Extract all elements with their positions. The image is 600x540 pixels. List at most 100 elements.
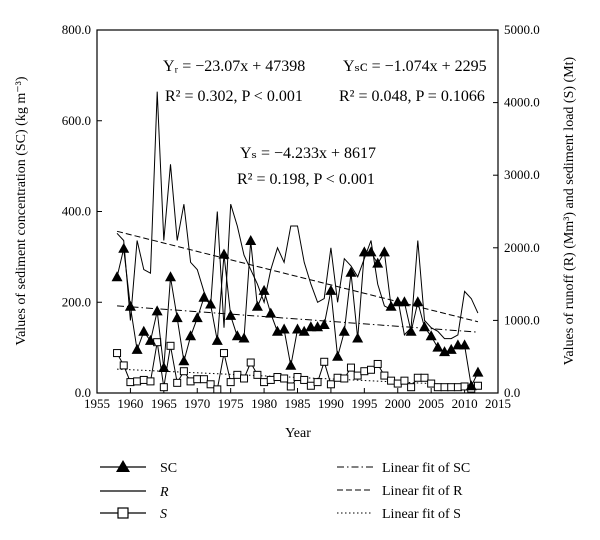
data-point-sc	[131, 343, 143, 354]
data-point-s	[260, 378, 269, 387]
x-tick-label: 1965	[151, 396, 177, 411]
data-point-s	[173, 378, 182, 387]
right-y-axis-title: Values of runoff (R) (Mm³) and sediment …	[562, 56, 577, 365]
legend-marker-s	[117, 507, 129, 519]
data-point-s	[113, 349, 122, 358]
data-point-s	[159, 383, 168, 392]
data-point-sc	[412, 296, 424, 307]
legend-label-fit-r: Linear fit of R	[382, 484, 463, 499]
data-point-s	[253, 370, 262, 379]
x-tick-label: 1960	[117, 396, 143, 411]
data-point-sc	[472, 366, 484, 377]
legend-label-fit-sc: Linear fit of SC	[382, 461, 470, 476]
stats-sc: R² = 0.048, P = 0.1066	[339, 88, 485, 105]
data-point-s	[346, 363, 355, 372]
data-point-sc	[352, 332, 364, 343]
legend: SC R S Linear fit of SC Linear fit of R …	[100, 460, 470, 522]
equation-s: Yₛ = −4.233x + 8617	[240, 145, 376, 162]
data-point-sc	[144, 334, 156, 345]
data-point-s	[447, 383, 456, 392]
data-point-s	[353, 371, 362, 380]
data-point-sc	[345, 266, 357, 277]
data-point-s	[340, 374, 349, 383]
data-point-sc	[265, 307, 277, 318]
stats-r: R² = 0.302, P < 0.001	[165, 88, 303, 105]
data-point-sc	[418, 321, 430, 332]
data-point-sc	[191, 312, 203, 323]
data-point-s	[300, 375, 309, 384]
data-point-sc	[325, 284, 337, 295]
data-point-s	[413, 373, 422, 382]
data-point-sc	[398, 296, 410, 307]
legend-item-fit-s: Linear fit of S	[337, 507, 461, 522]
series-line-r	[116, 91, 479, 340]
data-point-s	[306, 381, 315, 390]
left-y-tick-label: 200.0	[62, 294, 91, 309]
data-point-s	[453, 383, 462, 392]
left-y-axis-title: Values of sediment concentration (SC) (k…	[14, 76, 29, 345]
data-point-s	[286, 382, 295, 391]
data-point-sc	[151, 305, 163, 316]
stats-s: R² = 0.198, P < 0.001	[237, 171, 375, 188]
data-point-sc	[405, 325, 417, 336]
data-point-s	[266, 375, 275, 384]
right-y-tick-label: 1000.0	[504, 312, 540, 327]
data-point-s	[360, 367, 369, 376]
data-point-sc	[205, 298, 217, 309]
data-point-s	[333, 373, 342, 382]
series-r	[116, 91, 479, 340]
data-point-s	[407, 383, 416, 392]
data-point-s	[213, 385, 222, 394]
data-point-s	[240, 374, 249, 383]
data-point-s	[273, 373, 282, 382]
data-point-s	[206, 380, 215, 389]
data-point-sc	[138, 325, 150, 336]
legend-item-sc: SC	[100, 460, 177, 476]
x-tick-label: 1975	[218, 396, 244, 411]
right-y-tick-label: 5000.0	[504, 22, 540, 37]
data-point-s	[326, 380, 335, 389]
left-y-tick-label: 400.0	[62, 204, 91, 219]
data-point-sc	[465, 380, 477, 391]
data-point-sc	[432, 341, 444, 352]
data-point-sc	[165, 271, 177, 282]
equation-sc: Yₛᴄ = −1.074x + 2295	[343, 58, 487, 75]
data-point-s	[313, 378, 322, 387]
legend-item-fit-r: Linear fit of R	[337, 484, 463, 499]
data-point-s	[119, 361, 128, 370]
fit-line-sc	[117, 305, 478, 333]
data-point-sc	[385, 300, 397, 311]
data-point-s	[420, 373, 429, 382]
legend-item-fit-sc: Linear fit of SC	[337, 461, 470, 476]
data-point-sc	[245, 234, 257, 245]
data-point-s	[320, 357, 329, 366]
data-point-s	[280, 374, 289, 383]
data-point-sc	[178, 355, 190, 366]
data-point-s	[193, 375, 202, 384]
data-point-sc	[124, 300, 136, 311]
data-point-s	[367, 365, 376, 374]
data-point-s	[133, 377, 142, 386]
series-s	[113, 338, 482, 394]
data-point-sc	[338, 325, 350, 336]
data-point-sc	[198, 291, 210, 302]
x-axis-title: Year	[285, 426, 311, 441]
equation-r: Yᵣ = −23.07x + 47398	[163, 58, 305, 75]
left-y-tick-label: 600.0	[62, 113, 91, 128]
x-axis-ticks: 1955 1960 1965 1970 1975 1980 1985 1990 1995 2000…	[84, 388, 511, 411]
x-tick-label: 2015	[485, 396, 511, 411]
data-point-sc	[365, 246, 377, 257]
x-tick-label: 1970	[184, 396, 210, 411]
legend-item-r: R	[100, 485, 169, 500]
data-point-s	[427, 379, 436, 388]
data-point-sc	[318, 318, 330, 329]
series-sc	[111, 234, 484, 391]
right-y-axis-ticks: 0.0 1000.0 2000.0 3000.0 4000.0 5000.0	[493, 22, 540, 400]
data-point-s	[380, 371, 389, 380]
data-point-sc	[211, 334, 223, 345]
data-point-s	[393, 379, 402, 388]
data-point-s	[473, 381, 482, 390]
right-y-tick-label: 4000.0	[504, 95, 540, 110]
x-tick-label: 2000	[385, 396, 411, 411]
left-y-axis-ticks: 0.0 200.0 400.0 600.0 800.0	[62, 22, 102, 400]
